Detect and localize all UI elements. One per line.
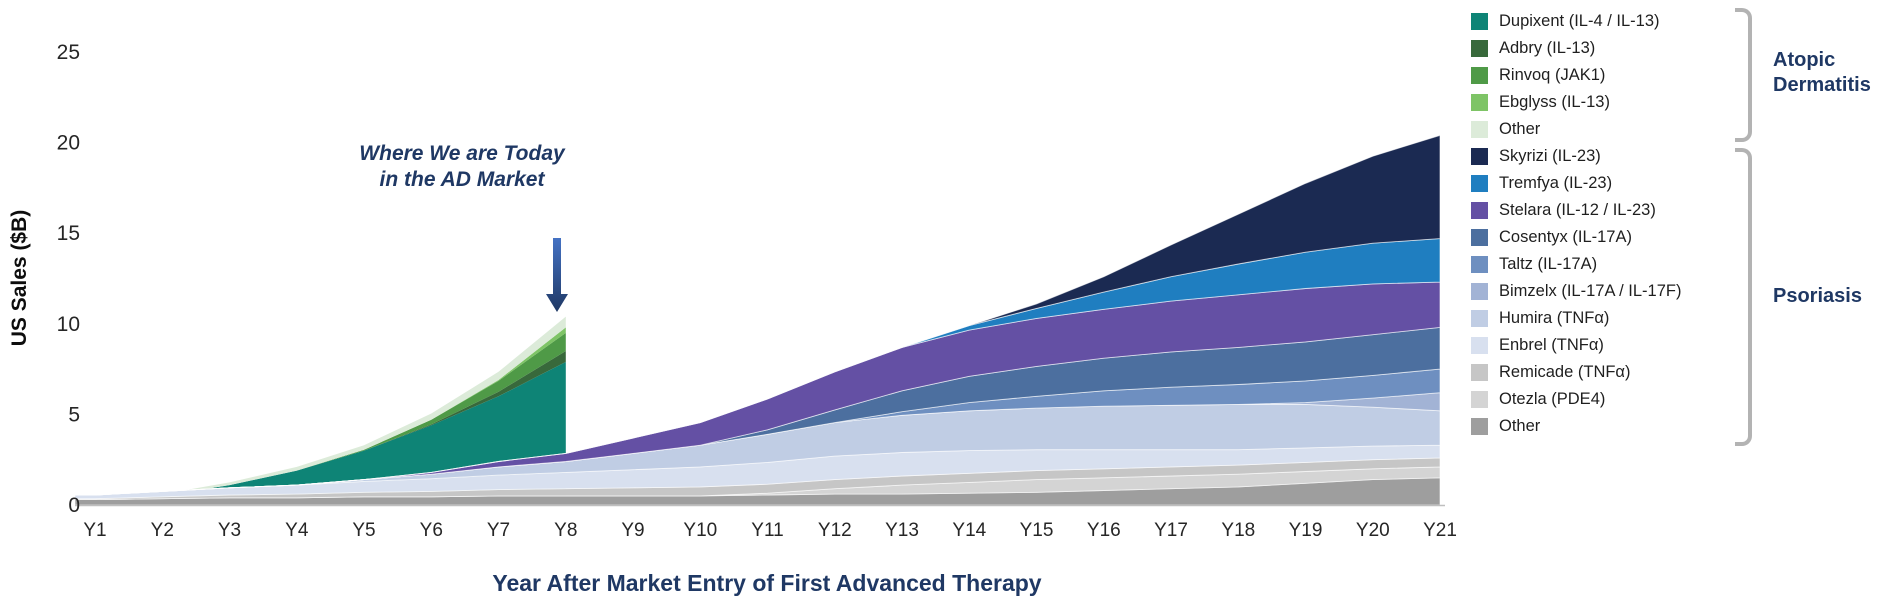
y-tick-label: 25 (57, 41, 80, 64)
y-tick-label: 20 (57, 132, 80, 155)
legend-item-label: Tremfya (IL-23) (1499, 174, 1613, 193)
legend-swatch-icon (1471, 202, 1488, 219)
annotation-line2: in the AD Market (380, 168, 546, 191)
legend-swatch-icon (1471, 13, 1488, 30)
atopic-dermatitis-bracket (1735, 8, 1752, 142)
x-tick-label: Y18 (1221, 520, 1255, 541)
legend-swatch-icon (1471, 310, 1488, 327)
area-dupixent-il-4-il-13 (75, 361, 566, 505)
x-tick-label: Y19 (1289, 520, 1323, 541)
legend-item-label: Skyrizi (IL-23) (1499, 147, 1601, 166)
legend-item: Dupixent (IL-4 / IL-13) (1471, 8, 1891, 35)
x-tick-label: Y14 (952, 520, 986, 541)
x-axis-tick-labels: Y1 Y2 Y3 Y4 Y5 Y6 Y7 Y8 Y9 Y10 Y11 Y12 Y13 Y14 Y15 Y16 Y… (83, 520, 1457, 541)
legend-swatch-icon (1471, 67, 1488, 84)
psoriasis-bracket (1735, 148, 1752, 446)
legend-item-label: Remicade (TNFα) (1499, 363, 1631, 382)
atopic-label-line2: Dermatitis (1773, 74, 1871, 96)
x-tick-label: Y9 (621, 520, 644, 541)
x-axis-title: Year After Market Entry of First Advance… (492, 570, 1041, 596)
legend-item-label: Other (1499, 417, 1541, 436)
legend-swatch-icon (1471, 175, 1488, 192)
legend-item: Adbry (IL-13) (1471, 35, 1891, 62)
legend-swatch-icon (1471, 40, 1488, 57)
legend-item: Cosentyx (IL-17A) (1471, 224, 1891, 251)
legend-swatch-icon (1471, 94, 1488, 111)
y-tick-label: 5 (68, 403, 80, 426)
legend-item: Skyrizi (IL-23) (1471, 143, 1891, 170)
legend-swatch-icon (1471, 337, 1488, 354)
legend-swatch-icon (1471, 256, 1488, 273)
legend-item: Rinvoq (JAK1) (1471, 62, 1891, 89)
legend-item-label: Stelara (IL-12 / IL-23) (1499, 201, 1656, 220)
legend-swatch-icon (1471, 391, 1488, 408)
legend-item-label: Enbrel (TNFα) (1499, 336, 1604, 355)
x-tick-label: Y13 (885, 520, 919, 541)
legend: Dupixent (IL-4 / IL-13) Adbry (IL-13) Rinv… (1471, 8, 1891, 468)
legend-item-label: Dupixent (IL-4 / IL-13) (1499, 12, 1660, 31)
legend-item: Stelara (IL-12 / IL-23) (1471, 197, 1891, 224)
x-tick-label: Y11 (751, 520, 783, 541)
legend-item: Other (1471, 116, 1891, 143)
x-tick-label: Y10 (683, 520, 717, 541)
y-tick-label: 10 (57, 313, 80, 336)
x-tick-label: Y12 (818, 520, 852, 541)
legend-item: Tremfya (IL-23) (1471, 170, 1891, 197)
x-tick-label: Y17 (1154, 520, 1188, 541)
ad-stack-areas (75, 316, 566, 505)
y-axis-title: US Sales ($B) (8, 210, 31, 347)
legend-item: Otezla (PDE4) (1471, 386, 1891, 413)
x-tick-label: Y20 (1356, 520, 1390, 541)
area-skyrizi-il-23 (75, 134, 1441, 496)
legend-item-label: Taltz (IL-17A) (1499, 255, 1598, 274)
legend-swatch-icon (1471, 364, 1488, 381)
atopic-dermatitis-group-label: Atopic Dermatitis (1773, 48, 1871, 98)
x-tick-label: Y21 (1423, 520, 1457, 541)
legend-item: Other (1471, 413, 1891, 440)
psoriasis-stack-areas (74, 134, 1441, 506)
x-tick-label: Y16 (1087, 520, 1121, 541)
atopic-label-line1: Atopic (1773, 49, 1836, 71)
legend-item: Bimzelx (IL-17A / IL-17F) (1471, 278, 1891, 305)
x-tick-label: Y15 (1020, 520, 1054, 541)
x-tick-label: Y1 (83, 520, 106, 541)
legend-item: Ebglyss (IL-13) (1471, 89, 1891, 116)
legend-item: Enbrel (TNFα) (1471, 332, 1891, 359)
x-tick-label: Y6 (420, 520, 443, 541)
legend-swatch-icon (1471, 283, 1488, 300)
legend-item-label: Ebglyss (IL-13) (1499, 93, 1610, 112)
x-tick-label: Y8 (554, 520, 577, 541)
legend-item-label: Otezla (PDE4) (1499, 390, 1606, 409)
psoriasis-group-label: Psoriasis (1773, 285, 1862, 307)
x-tick-label: Y2 (151, 520, 174, 541)
legend-item: Remicade (TNFα) (1471, 359, 1891, 386)
legend-item-label: Humira (TNFα) (1499, 309, 1610, 328)
x-tick-label: Y7 (487, 520, 510, 541)
y-tick-label: 0 (68, 494, 80, 517)
annotation-down-arrow-icon (546, 238, 568, 312)
legend-swatch-icon (1471, 148, 1488, 165)
x-tick-label: Y5 (352, 520, 375, 541)
legend-item-label: Other (1499, 120, 1541, 139)
legend-item-label: Adbry (IL-13) (1499, 39, 1596, 58)
y-axis-tick-labels: 0 5 10 15 20 25 (57, 41, 80, 517)
x-tick-label: Y3 (218, 520, 241, 541)
legend-swatch-icon (1471, 121, 1488, 138)
y-tick-label: 15 (57, 222, 80, 245)
legend-item-label: Bimzelx (IL-17A / IL-17F) (1499, 282, 1682, 301)
legend-swatch-icon (1471, 418, 1488, 435)
legend-items: Dupixent (IL-4 / IL-13) Adbry (IL-13) Rinv… (1471, 8, 1891, 440)
legend-swatch-icon (1471, 229, 1488, 246)
legend-item: Taltz (IL-17A) (1471, 251, 1891, 278)
legend-item: Humira (TNFα) (1471, 305, 1891, 332)
legend-item-label: Cosentyx (IL-17A) (1499, 228, 1632, 247)
legend-item-label: Rinvoq (JAK1) (1499, 66, 1606, 85)
x-tick-label: Y4 (285, 520, 309, 541)
annotation-line1: Where We are Today (359, 142, 566, 165)
